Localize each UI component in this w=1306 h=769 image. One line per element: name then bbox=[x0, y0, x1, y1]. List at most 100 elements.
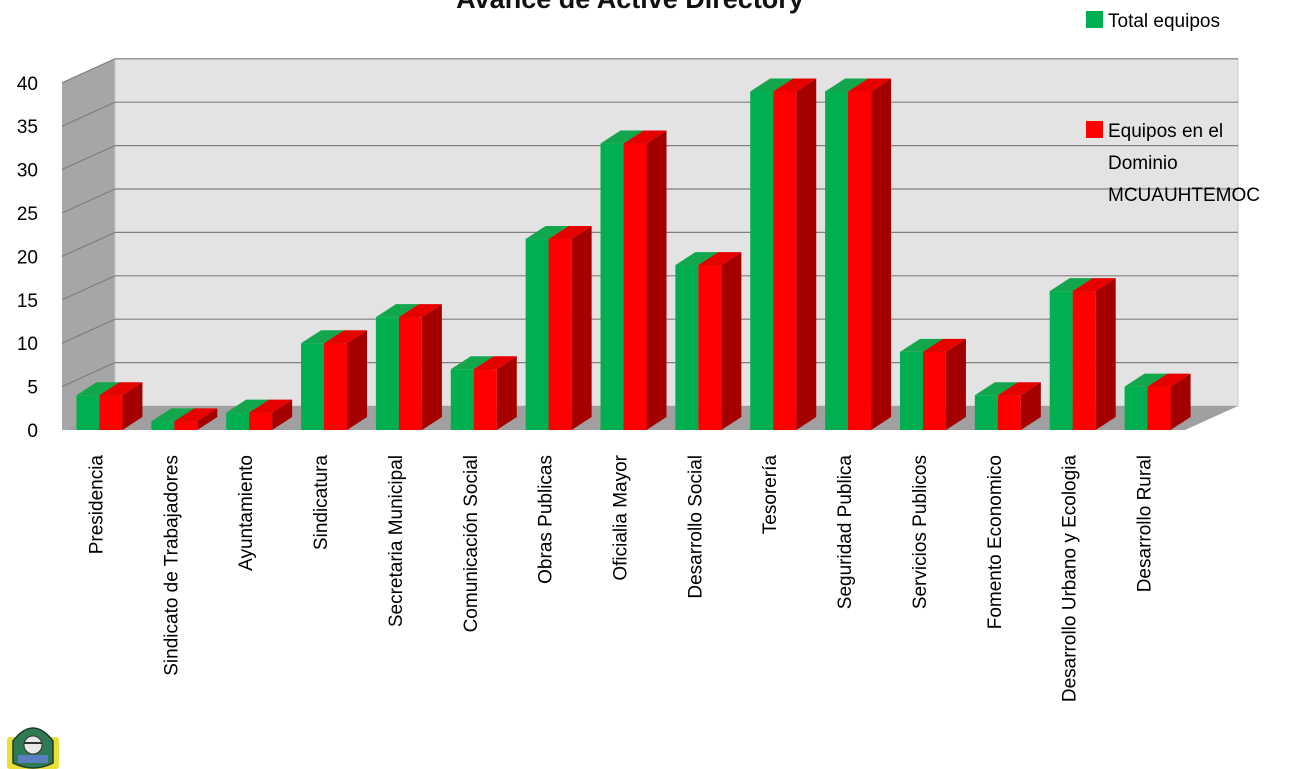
bar-top bbox=[76, 382, 120, 396]
bar-side bbox=[347, 330, 368, 430]
bar-top bbox=[1147, 373, 1191, 387]
gridline-side bbox=[61, 188, 116, 214]
bar-front bbox=[600, 143, 624, 430]
bar-front bbox=[773, 91, 797, 430]
y-tick-label: 40 bbox=[17, 74, 38, 95]
bar bbox=[922, 338, 966, 430]
bar-top bbox=[1049, 278, 1093, 292]
bar-front bbox=[825, 91, 849, 430]
x-tick-label: Seguridad Publica bbox=[835, 455, 856, 610]
bar-top bbox=[974, 382, 1018, 396]
gridline-side bbox=[61, 362, 116, 388]
bar bbox=[698, 252, 742, 430]
bar-front bbox=[750, 91, 774, 430]
y-tick-label: 15 bbox=[17, 291, 38, 312]
bar-side bbox=[646, 130, 667, 430]
bar-top bbox=[301, 330, 345, 344]
y-tick-label: 20 bbox=[17, 247, 38, 268]
bar-front bbox=[450, 369, 474, 430]
bar-front bbox=[76, 395, 100, 430]
legend-label-total: Total equipos bbox=[1108, 11, 1220, 32]
bar-side bbox=[122, 382, 143, 430]
bar-top bbox=[922, 338, 966, 352]
bar-front bbox=[623, 143, 647, 430]
x-tick-label: Fomento Economico bbox=[985, 455, 1006, 629]
bar-front bbox=[301, 343, 325, 430]
bar-front bbox=[375, 317, 399, 430]
bar-top bbox=[773, 78, 817, 92]
bar-front bbox=[922, 351, 946, 430]
bar-top bbox=[750, 78, 794, 92]
bar-front bbox=[675, 265, 699, 430]
chart-title: Avance de Active Directory bbox=[456, 0, 804, 14]
bar-top bbox=[997, 382, 1041, 396]
bar-top bbox=[375, 304, 419, 318]
legend-label-domain-line3: MCUAUHTEMOC bbox=[1108, 185, 1260, 206]
bar-front bbox=[974, 395, 998, 430]
gridline-side bbox=[61, 231, 116, 257]
y-tick-label: 25 bbox=[17, 204, 38, 225]
bar-side bbox=[1020, 382, 1041, 430]
bar-front bbox=[525, 239, 549, 430]
y-tick-label: 35 bbox=[17, 117, 38, 138]
legend: Total equipos Equipos en el Dominio MCUA… bbox=[1086, 11, 1260, 206]
bar-front bbox=[473, 369, 497, 430]
bar-side bbox=[1170, 373, 1191, 430]
bar-side bbox=[496, 356, 517, 430]
bar-front bbox=[1049, 291, 1073, 430]
bar-front bbox=[1072, 291, 1096, 430]
bar-top bbox=[1072, 278, 1116, 292]
bar-front bbox=[226, 412, 250, 430]
bar-top bbox=[848, 78, 892, 92]
bar-top bbox=[675, 252, 719, 266]
bar-side bbox=[1095, 278, 1116, 430]
bar-top bbox=[473, 356, 517, 370]
x-tick-label: Presidencia bbox=[86, 455, 107, 555]
bar-top bbox=[1124, 373, 1168, 387]
gridline-side bbox=[61, 275, 116, 301]
bar-front bbox=[99, 395, 123, 430]
y-tick-label: 0 bbox=[27, 421, 38, 442]
legend-swatch-domain bbox=[1086, 121, 1103, 138]
x-tick-label: Sindicatura bbox=[311, 455, 332, 550]
bar-front bbox=[1124, 386, 1148, 430]
bar-front bbox=[548, 239, 572, 430]
bar-front bbox=[698, 265, 722, 430]
bar-front bbox=[324, 343, 348, 430]
bar-front bbox=[997, 395, 1021, 430]
bar bbox=[773, 78, 817, 430]
x-tick-label: Desarrollo Urbano y Ecologia bbox=[1060, 455, 1081, 703]
bar-front bbox=[174, 421, 198, 430]
shield-seal-icon bbox=[7, 727, 59, 769]
gridline-side bbox=[61, 58, 116, 84]
legend-label-domain-line1: Equipos en el bbox=[1108, 121, 1223, 142]
bar-front bbox=[899, 351, 923, 430]
bar bbox=[1072, 278, 1116, 430]
legend-label-domain-line2: Dominio bbox=[1108, 153, 1178, 174]
bar bbox=[99, 382, 143, 430]
bar bbox=[324, 330, 368, 430]
x-tick-label: Secretaria Municipal bbox=[386, 455, 407, 627]
bar bbox=[623, 130, 667, 430]
bar bbox=[548, 226, 592, 430]
bar-side bbox=[421, 304, 442, 430]
bar bbox=[398, 304, 442, 430]
bar-top bbox=[698, 252, 742, 266]
bar-top bbox=[899, 338, 943, 352]
y-axis-ticks: 0 5 10 15 20 25 30 35 40 bbox=[17, 74, 38, 442]
bar-side bbox=[197, 408, 218, 430]
bars bbox=[76, 78, 1191, 430]
bar-front bbox=[398, 317, 422, 430]
x-tick-label: Tesorería bbox=[760, 455, 781, 535]
bar-top bbox=[151, 408, 195, 422]
bar-top bbox=[623, 130, 667, 144]
bar bbox=[249, 399, 293, 430]
gridline-side bbox=[61, 145, 116, 171]
bar-top bbox=[548, 226, 592, 240]
x-tick-label: Desarrollo Rural bbox=[1135, 455, 1156, 592]
bar-top bbox=[324, 330, 368, 344]
bar-front bbox=[249, 412, 273, 430]
x-tick-label: Oficialia Mayor bbox=[611, 454, 632, 580]
bar-side bbox=[871, 78, 892, 430]
